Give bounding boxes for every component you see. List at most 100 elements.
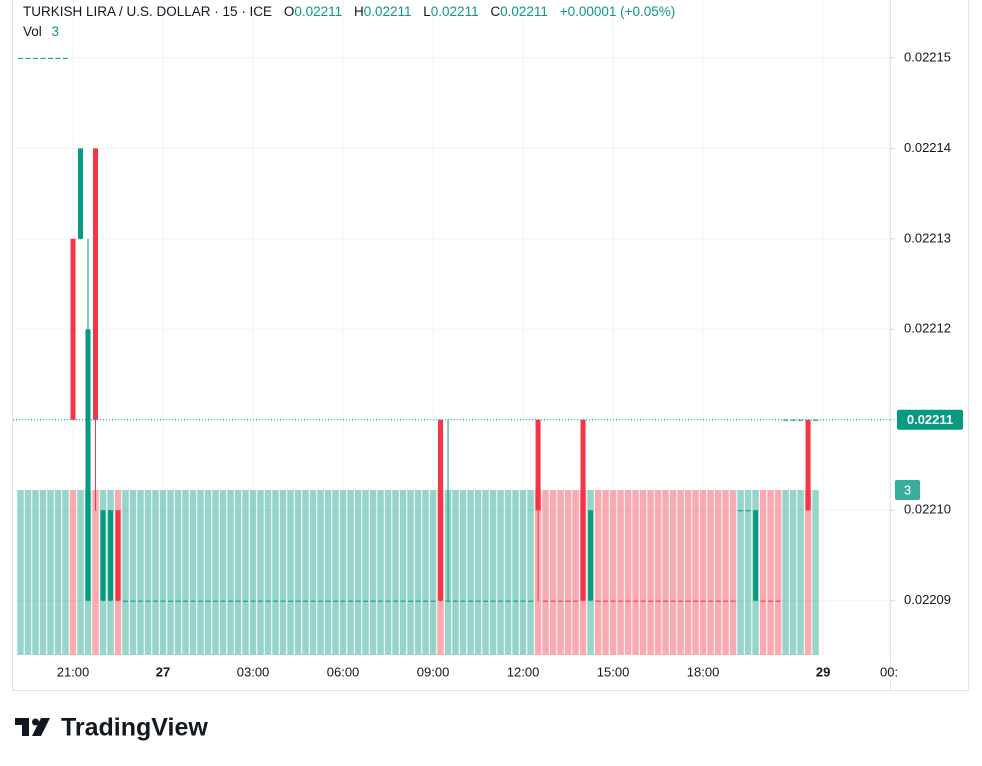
volume-bar [204, 490, 212, 655]
volume-bar [632, 490, 639, 655]
candle-body [258, 600, 264, 602]
volume-bar [722, 490, 729, 655]
candle-body [475, 600, 481, 602]
volume-bar [812, 490, 819, 655]
volume-bar [602, 490, 609, 655]
volume-bar [212, 490, 219, 655]
volume-bar [714, 490, 722, 655]
candle-body [228, 600, 234, 602]
last-price-label: 0.02211 [907, 412, 953, 427]
candle-body [190, 600, 196, 602]
candle-body [100, 510, 106, 601]
candle-body [535, 419, 541, 511]
volume-bar [527, 490, 534, 655]
volume-bar [549, 490, 557, 655]
volume-bar [347, 490, 354, 655]
candle-body [565, 600, 571, 602]
candle-body [33, 57, 39, 59]
volume-bar [354, 490, 362, 655]
volume-bar [129, 490, 137, 655]
volume-bar [294, 490, 302, 655]
volume-bar [692, 490, 699, 655]
volume-bar [167, 490, 174, 655]
volume-bar [572, 490, 579, 655]
volume-bar [392, 490, 399, 655]
logo-icon [32, 718, 50, 736]
candle-body [775, 600, 781, 602]
candle-body [700, 600, 706, 602]
candle-body [385, 600, 391, 602]
volume-pane [17, 490, 819, 655]
volume-bar [542, 490, 549, 655]
ohlc-label: C [490, 4, 501, 19]
volume-bar [144, 490, 152, 655]
x-tick-label: 18:00 [687, 664, 720, 679]
candle-body [805, 419, 811, 511]
volume-bar [377, 490, 384, 655]
volume-bar [317, 490, 324, 655]
volume-bar [512, 490, 519, 655]
logo-icon [15, 718, 29, 736]
volume-bar [287, 490, 294, 655]
candle-body [318, 600, 324, 602]
candle-body [595, 600, 601, 602]
candle-body [18, 57, 24, 59]
candle-body [573, 600, 579, 602]
candle-body [738, 510, 744, 512]
volume-bar [684, 490, 692, 655]
ohlc-value: 0.02211 [363, 4, 412, 19]
candle-body [640, 600, 646, 602]
volume-bar [804, 490, 812, 655]
volume-bar [159, 490, 167, 655]
volume-bar [504, 490, 512, 655]
x-tick-label: 21:00 [57, 664, 90, 679]
candle-body [558, 600, 564, 602]
volume-legend: Vol 3 [23, 24, 59, 39]
volume-bar [452, 490, 459, 655]
y-tick-label: 0.02210 [904, 502, 951, 517]
volume-bar [92, 490, 99, 655]
logo: TradingView [15, 714, 208, 742]
volume-bar [429, 490, 437, 655]
volume-bar [324, 490, 332, 655]
candle-body [85, 329, 91, 601]
candle-body [243, 600, 249, 602]
last-price-box [897, 409, 963, 430]
volume-bar [407, 490, 414, 655]
candle-body [625, 600, 631, 602]
candle-body [610, 600, 616, 602]
volume-bar [264, 490, 272, 655]
ohlc-value: 0.02211 [294, 4, 343, 19]
candle-body [123, 600, 129, 602]
volume-bar [174, 490, 182, 655]
volume-bar [182, 490, 189, 655]
volume-bar [332, 490, 339, 655]
ohlc-label: H [353, 4, 364, 19]
volume-bar [797, 490, 804, 655]
candle-body [108, 510, 114, 601]
candle-body [798, 419, 804, 421]
volume-bar [249, 490, 257, 655]
candle-body [288, 600, 294, 602]
volume-bar [767, 490, 774, 655]
candle-body [745, 510, 751, 512]
candle-body [363, 600, 369, 602]
candle-body [55, 57, 61, 59]
ohlc-label: L [423, 4, 431, 19]
candle-body [490, 600, 496, 602]
candle-body [235, 600, 241, 602]
candle-body [715, 600, 721, 602]
overlay: 0.02209 0.02210 0.02211 0.02212 0.02213 0.022… [13, 49, 963, 679]
candle-body [528, 600, 534, 602]
volume-bar [137, 490, 144, 655]
volume-bar [62, 490, 69, 655]
volume-bar [242, 490, 249, 655]
candle-body [145, 600, 151, 602]
volume-bar [669, 490, 677, 655]
volume-bar [482, 490, 489, 655]
volume-bar [362, 490, 369, 655]
volume-bar [744, 490, 752, 655]
brand: TradingView [61, 714, 208, 742]
candle-body [205, 600, 211, 602]
x-tick-label: 12:00 [507, 664, 540, 679]
